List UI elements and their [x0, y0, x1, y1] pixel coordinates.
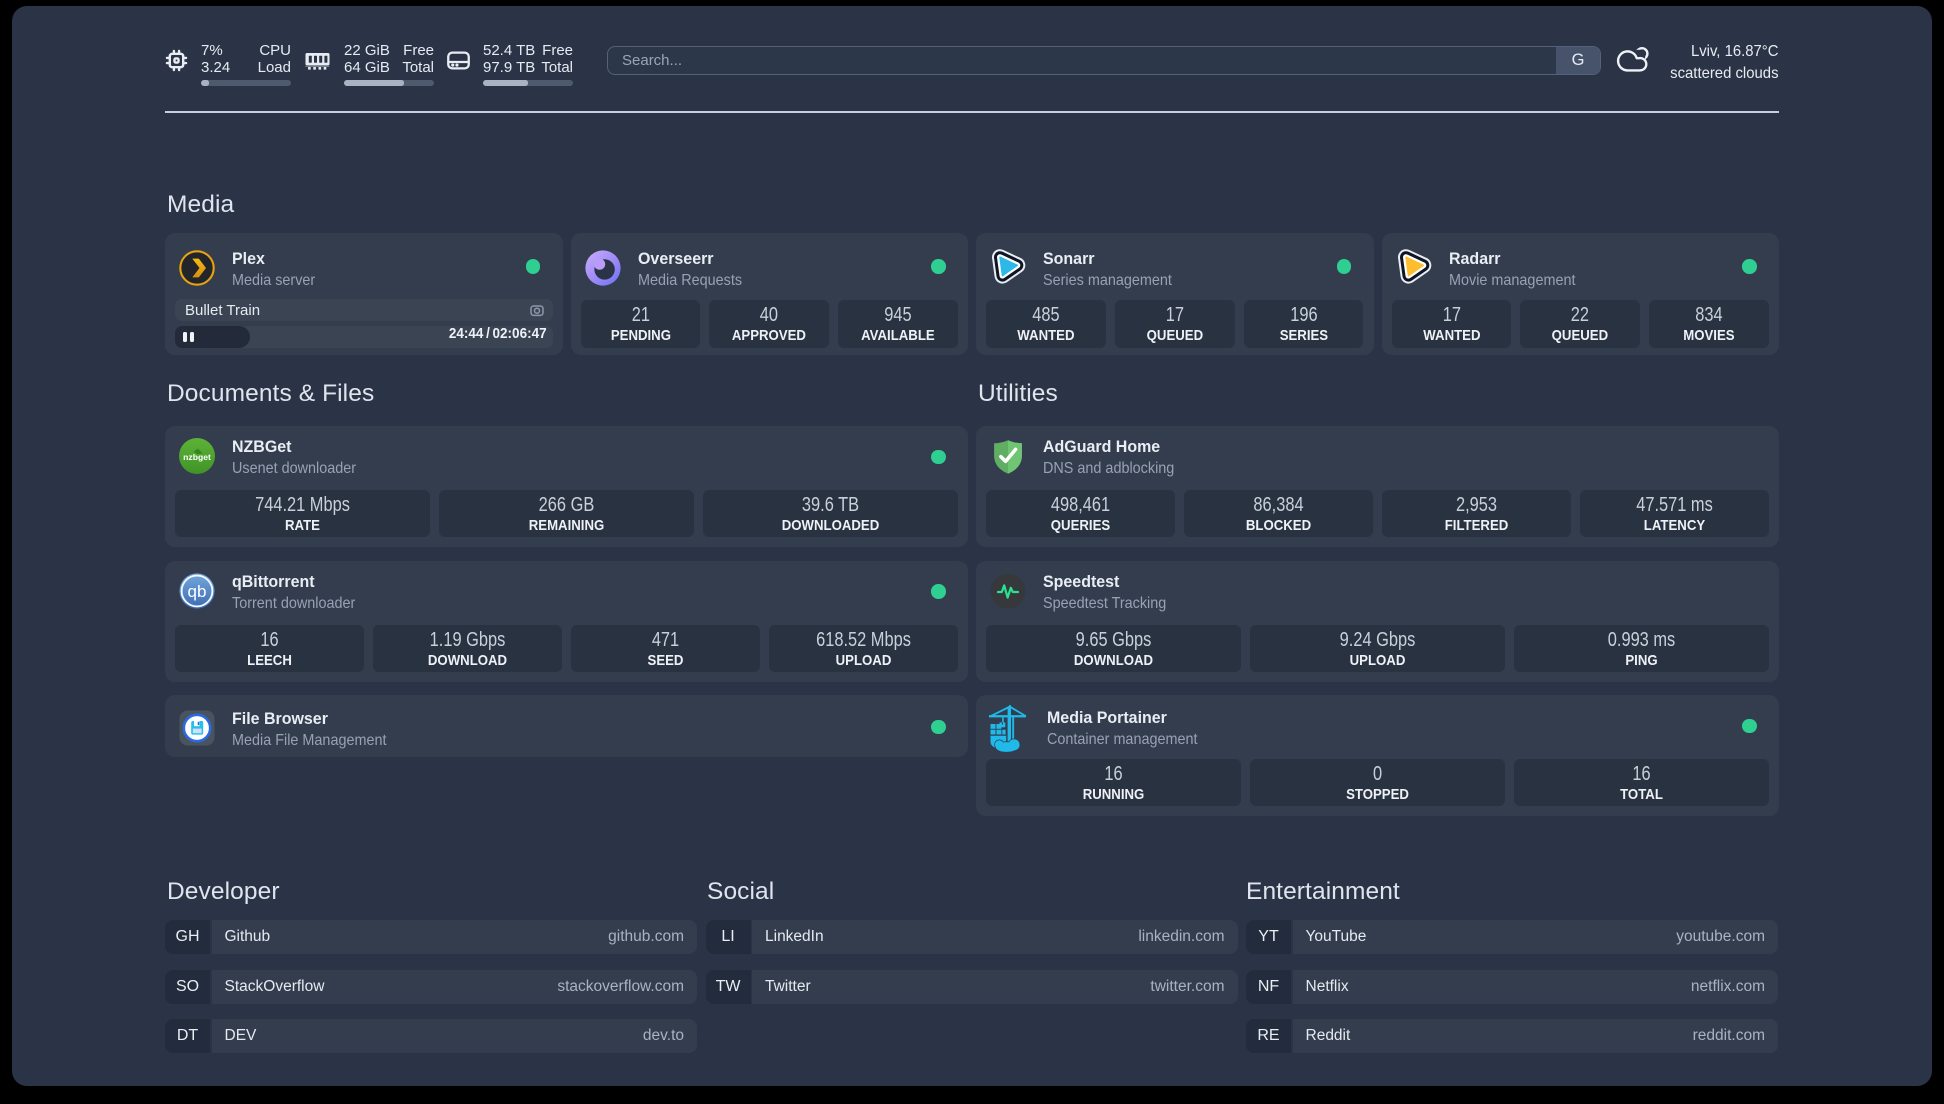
svg-text:nzbget: nzbget [183, 452, 211, 462]
svg-text:qb: qb [188, 582, 207, 601]
